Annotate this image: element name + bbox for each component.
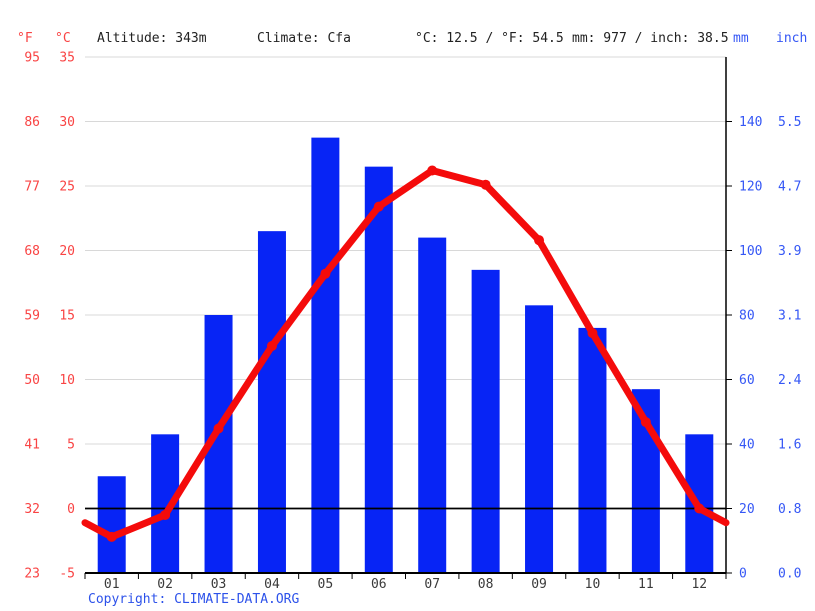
fahrenheit-axis-header: °F (17, 31, 33, 46)
month-label-03: 03 (211, 577, 227, 592)
copyright-prefix: Copyright: (88, 592, 167, 607)
celsius-tick-label: 25 (59, 180, 75, 195)
month-label-07: 07 (424, 577, 440, 592)
copyright-line: Copyright: CLIMATE-DATA.ORG (88, 592, 299, 607)
month-label-02: 02 (157, 577, 173, 592)
temperature-point-06 (373, 201, 384, 212)
celsius-tick-label: 30 (59, 115, 75, 130)
fahrenheit-tick-label: 77 (24, 180, 40, 195)
temperature-point-11 (640, 417, 651, 428)
precip-bar-07 (418, 237, 447, 573)
temperature-point-12 (694, 503, 705, 514)
inch-tick-label: 0.8 (778, 502, 801, 517)
annual-precip-summary: mm: 977 / inch: 38.5 (572, 31, 729, 46)
celsius-tick-label: 35 (59, 51, 75, 66)
inch-tick-label: 3.1 (778, 309, 801, 324)
fahrenheit-tick-label: 50 (24, 373, 40, 388)
month-label-12: 12 (691, 577, 707, 592)
temperature-point-10 (587, 328, 598, 339)
temperature-line (81, 167, 730, 541)
mm-tick-label: 80 (739, 309, 755, 324)
mm-tick-label: 40 (739, 438, 755, 453)
temperature-point-03 (213, 423, 224, 434)
inch-tick-label: 1.6 (778, 438, 801, 453)
celsius-axis-header: °C (55, 31, 71, 46)
month-label-05: 05 (318, 577, 334, 592)
precip-bar-01 (97, 476, 126, 573)
temperature-point-08 (480, 179, 491, 190)
precip-bar-06 (364, 166, 393, 573)
precip-bar-05 (311, 137, 340, 573)
fahrenheit-tick-label: 32 (24, 502, 40, 517)
celsius-tick-label: 10 (59, 373, 75, 388)
climate-class-label: Climate: Cfa (257, 31, 351, 46)
mm-tick-label: 140 (739, 115, 762, 130)
mm-tick-label: 120 (739, 180, 762, 195)
fahrenheit-tick-label: 23 (24, 567, 40, 582)
precip-bar-08 (471, 269, 500, 573)
fahrenheit-tick-label: 68 (24, 244, 40, 259)
temperature-point-07 (427, 165, 438, 176)
celsius-tick-label: 20 (59, 244, 75, 259)
altitude-label: Altitude: 343m (97, 31, 207, 46)
temperature-point-02 (160, 509, 171, 520)
inch-tick-label: 5.5 (778, 115, 801, 130)
precip-bar-09 (525, 305, 554, 573)
month-label-09: 09 (531, 577, 547, 592)
inch-tick-label: 4.7 (778, 180, 801, 195)
fahrenheit-tick-label: 41 (24, 438, 40, 453)
mm-axis-header: mm (733, 31, 749, 46)
mm-tick-label: 100 (739, 244, 762, 259)
month-label-06: 06 (371, 577, 387, 592)
temperature-point-09 (534, 235, 545, 246)
temperature-point-05 (320, 268, 331, 279)
celsius-tick-label: 5 (67, 438, 75, 453)
copyright-link[interactable]: CLIMATE-DATA.ORG (174, 592, 300, 607)
inch-tick-label: 0.0 (778, 567, 801, 582)
celsius-tick-label: 0 (67, 502, 75, 517)
month-label-11: 11 (638, 577, 654, 592)
precip-bar-04 (257, 231, 286, 573)
mm-tick-label: 0 (739, 567, 747, 582)
fahrenheit-tick-label: 86 (24, 115, 40, 130)
celsius-tick-label: 15 (59, 309, 75, 324)
month-label-01: 01 (104, 577, 120, 592)
inch-axis-header: inch (776, 31, 808, 46)
month-label-08: 08 (478, 577, 494, 592)
temperature-point-04 (266, 340, 277, 351)
month-label-10: 10 (585, 577, 601, 592)
fahrenheit-tick-label: 95 (24, 51, 40, 66)
month-label-04: 04 (264, 577, 280, 592)
inch-tick-label: 3.9 (778, 244, 801, 259)
celsius-tick-label: -5 (59, 567, 75, 582)
precip-bar-10 (578, 327, 607, 573)
fahrenheit-tick-label: 59 (24, 309, 40, 324)
mm-tick-label: 60 (739, 373, 755, 388)
mm-tick-label: 20 (739, 502, 755, 517)
inch-tick-label: 2.4 (778, 373, 802, 388)
temperature-point-01 (106, 531, 117, 542)
annual-temp-summary: °C: 12.5 / °F: 54.5 (415, 31, 564, 46)
